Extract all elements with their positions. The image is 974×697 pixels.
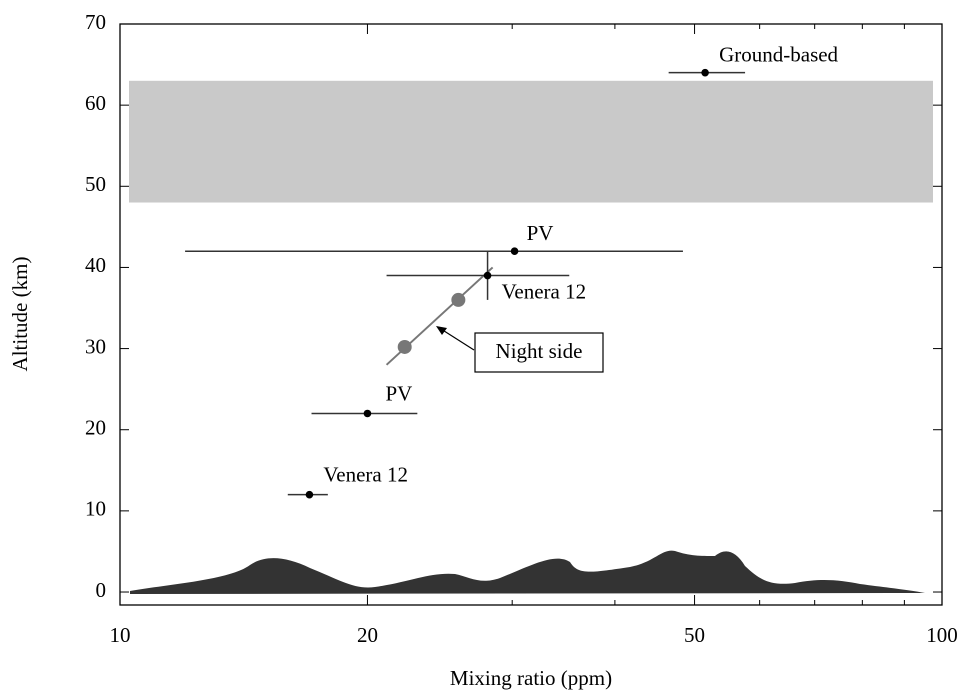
- y-tick-label: 50: [85, 172, 106, 196]
- y-tick-label: 70: [85, 10, 106, 34]
- y-tick-label: 60: [85, 91, 106, 115]
- night-side-point: [397, 339, 412, 354]
- x-axis-label: Mixing ratio (ppm): [450, 666, 612, 690]
- y-tick-label: 0: [96, 578, 107, 602]
- y-tick-label: 30: [85, 334, 106, 358]
- x-tick-label: 100: [926, 623, 958, 647]
- plot-frame: [119, 23, 943, 606]
- x-tick-label: 10: [110, 623, 131, 647]
- y-tick-label: 20: [85, 416, 106, 440]
- y-tick-label: 40: [85, 253, 106, 277]
- night-side-point: [451, 292, 466, 307]
- point: [483, 271, 492, 280]
- point-label: PV: [385, 381, 412, 405]
- terrain: [130, 550, 925, 594]
- y-tick-label: 10: [85, 497, 106, 521]
- annotation-arrow: [440, 328, 475, 351]
- point: [363, 409, 372, 418]
- y-axis-label: Altitude (km): [8, 257, 32, 372]
- point-label: PV: [527, 221, 554, 245]
- annotation-text: Night side: [496, 339, 583, 363]
- arrow-head: [436, 326, 447, 335]
- point: [305, 490, 314, 499]
- point: [701, 68, 709, 77]
- point: [510, 247, 519, 256]
- annotation-box: [474, 332, 604, 373]
- x-tick-label: 50: [684, 623, 705, 647]
- point-label: Ground-based: [719, 42, 838, 66]
- point-label: Venera 12: [323, 462, 408, 486]
- point-label: Venera 12: [502, 279, 587, 303]
- shaded-band: [129, 80, 933, 203]
- x-tick-label: 20: [357, 623, 378, 647]
